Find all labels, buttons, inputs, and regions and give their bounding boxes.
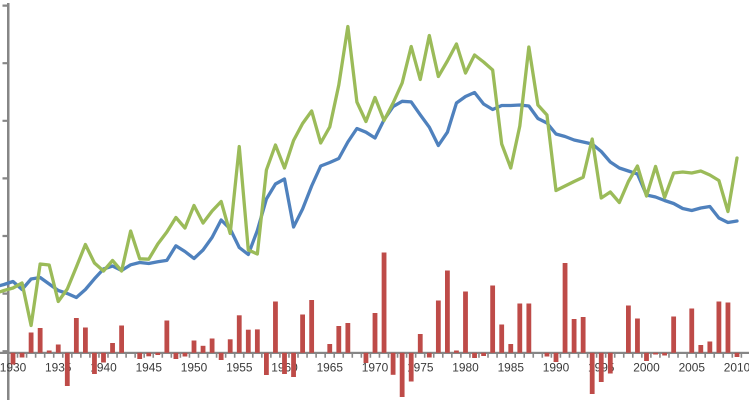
svg-text:1940: 1940 <box>90 361 117 375</box>
svg-text:1950: 1950 <box>181 361 208 375</box>
svg-text:1985: 1985 <box>498 361 525 375</box>
svg-text:1980: 1980 <box>452 361 479 375</box>
svg-text:1955: 1955 <box>226 361 253 375</box>
svg-text:2000: 2000 <box>633 361 660 375</box>
svg-text:1945: 1945 <box>136 361 163 375</box>
svg-text:2010: 2010 <box>724 361 749 375</box>
svg-text:1965: 1965 <box>317 361 344 375</box>
svg-text:1990: 1990 <box>543 361 570 375</box>
svg-text:1970: 1970 <box>362 361 389 375</box>
svg-text:2005: 2005 <box>679 361 706 375</box>
svg-text:1975: 1975 <box>407 361 434 375</box>
svg-text:1930: 1930 <box>0 361 27 375</box>
